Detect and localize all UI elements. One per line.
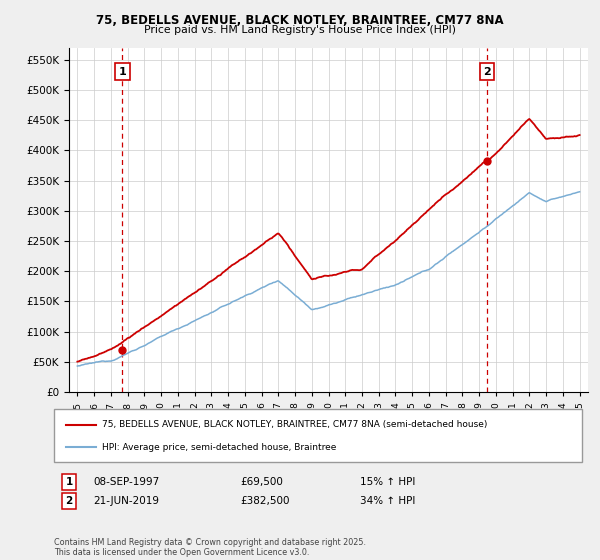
Text: 15% ↑ HPI: 15% ↑ HPI [360, 477, 415, 487]
Text: 2: 2 [483, 67, 491, 77]
Text: £382,500: £382,500 [240, 496, 290, 506]
Text: HPI: Average price, semi-detached house, Braintree: HPI: Average price, semi-detached house,… [102, 442, 337, 451]
Text: 21-JUN-2019: 21-JUN-2019 [93, 496, 159, 506]
Text: 1: 1 [119, 67, 126, 77]
Text: 75, BEDELLS AVENUE, BLACK NOTLEY, BRAINTREE, CM77 8NA (semi-detached house): 75, BEDELLS AVENUE, BLACK NOTLEY, BRAINT… [102, 420, 487, 430]
Text: 2: 2 [65, 496, 73, 506]
Text: Contains HM Land Registry data © Crown copyright and database right 2025.
This d: Contains HM Land Registry data © Crown c… [54, 538, 366, 557]
Text: Price paid vs. HM Land Registry's House Price Index (HPI): Price paid vs. HM Land Registry's House … [144, 25, 456, 35]
Text: £69,500: £69,500 [240, 477, 283, 487]
Text: 75, BEDELLS AVENUE, BLACK NOTLEY, BRAINTREE, CM77 8NA: 75, BEDELLS AVENUE, BLACK NOTLEY, BRAINT… [96, 14, 504, 27]
Text: 1: 1 [65, 477, 73, 487]
Text: 34% ↑ HPI: 34% ↑ HPI [360, 496, 415, 506]
Text: 08-SEP-1997: 08-SEP-1997 [93, 477, 159, 487]
